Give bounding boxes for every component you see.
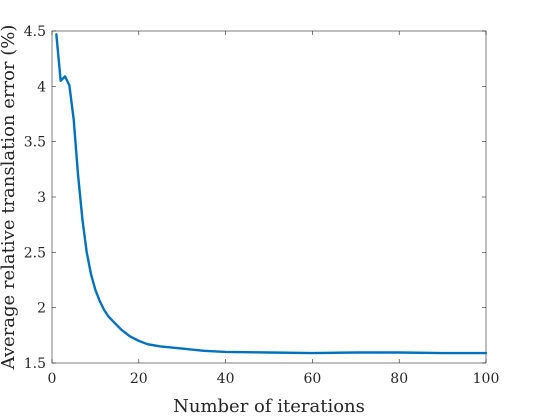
- y-tick-label: 4: [37, 79, 46, 95]
- y-axis-label: Average relative translation error (%): [0, 25, 19, 371]
- x-tick-label: 80: [390, 371, 408, 387]
- x-axis: 0 20 40 60 80 100: [48, 31, 500, 387]
- x-tick-label: 60: [303, 371, 321, 387]
- y-tick-label: 2.5: [24, 245, 46, 261]
- series-line: [55, 33, 488, 355]
- y-tick-label: 4.5: [24, 24, 46, 40]
- y-tick-label: 3: [37, 190, 46, 206]
- x-axis-label: Number of iterations: [173, 396, 365, 417]
- y-axis: 1.5 2 2.5 3 3.5 4 4.5: [24, 24, 486, 372]
- y-tick-label: 1.5: [24, 356, 46, 372]
- y-tick-label: 2: [37, 301, 46, 317]
- y-tick-label: 3.5: [24, 135, 46, 151]
- x-tick-label: 40: [217, 371, 235, 387]
- x-tick-label: 0: [48, 371, 57, 387]
- plot-frame: [51, 30, 487, 364]
- x-tick-label: 100: [473, 371, 500, 387]
- x-tick-label: 20: [130, 371, 148, 387]
